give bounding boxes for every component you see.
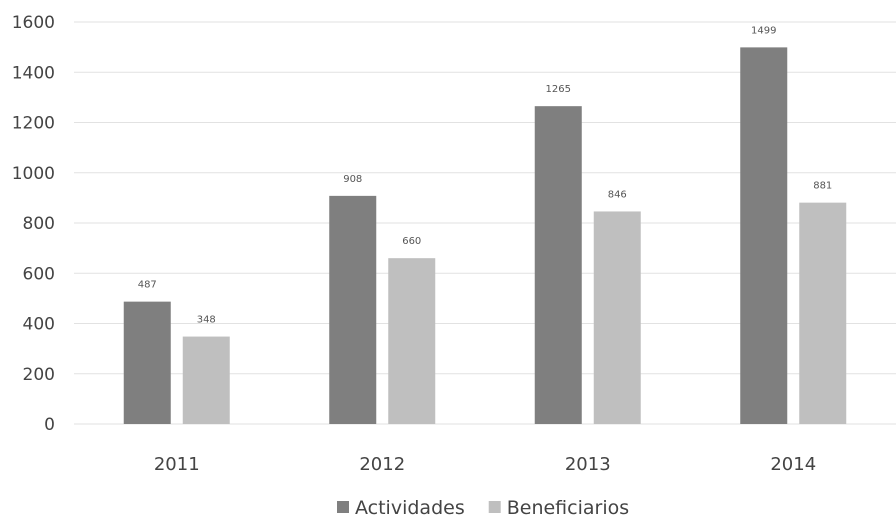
bar-actividades-2013 xyxy=(534,106,582,424)
y-tick-label: 200 xyxy=(23,365,55,385)
legend-label-beneficiarios: Beneficiarios xyxy=(507,497,629,519)
data-labels: 487 348 908 660 1265 846 1499 881 xyxy=(138,25,833,325)
data-label-actividades-2012: 908 xyxy=(343,174,362,185)
data-label-actividades-2013: 1265 xyxy=(546,84,571,95)
x-axis-category-labels: 2011 2012 2013 2014 xyxy=(154,454,816,475)
y-tick-label: 1600 xyxy=(12,13,55,33)
bar-beneficiarios-2011 xyxy=(182,336,230,424)
y-tick-label: 0 xyxy=(44,415,55,435)
bar-actividades-2012 xyxy=(329,195,377,424)
x-category-label: 2013 xyxy=(565,454,611,475)
y-tick-label: 800 xyxy=(23,214,55,234)
data-label-actividades-2014: 1499 xyxy=(751,25,776,36)
x-category-label: 2014 xyxy=(770,454,816,475)
y-tick-label: 1200 xyxy=(12,114,55,134)
y-axis-tick-labels: 0 200 400 600 800 1000 1200 1400 1600 xyxy=(12,13,55,435)
data-label-actividades-2011: 487 xyxy=(138,280,157,291)
y-tick-label: 1000 xyxy=(12,164,55,184)
y-tick-label: 400 xyxy=(23,315,55,335)
bar-marks xyxy=(123,47,847,424)
data-label-beneficiarios-2012: 660 xyxy=(402,236,421,247)
legend-swatch-actividades xyxy=(337,501,349,513)
data-label-beneficiarios-2014: 881 xyxy=(813,181,832,192)
bar-beneficiarios-2012 xyxy=(388,258,436,424)
bar-actividades-2011 xyxy=(123,301,171,424)
y-tick-label: 600 xyxy=(23,264,55,284)
legend-label-actividades: Actividades xyxy=(355,497,465,519)
data-label-beneficiarios-2013: 846 xyxy=(608,189,627,200)
x-category-label: 2012 xyxy=(359,454,405,475)
bar-beneficiarios-2014 xyxy=(799,202,847,424)
y-tick-label: 1400 xyxy=(12,63,55,83)
bar-beneficiarios-2013 xyxy=(593,211,641,424)
legend: Actividades Beneficiarios xyxy=(337,497,629,519)
bar-actividades-2014 xyxy=(740,47,788,424)
legend-swatch-beneficiarios xyxy=(488,501,501,513)
x-category-label: 2011 xyxy=(154,454,200,475)
data-label-beneficiarios-2011: 348 xyxy=(197,315,216,326)
